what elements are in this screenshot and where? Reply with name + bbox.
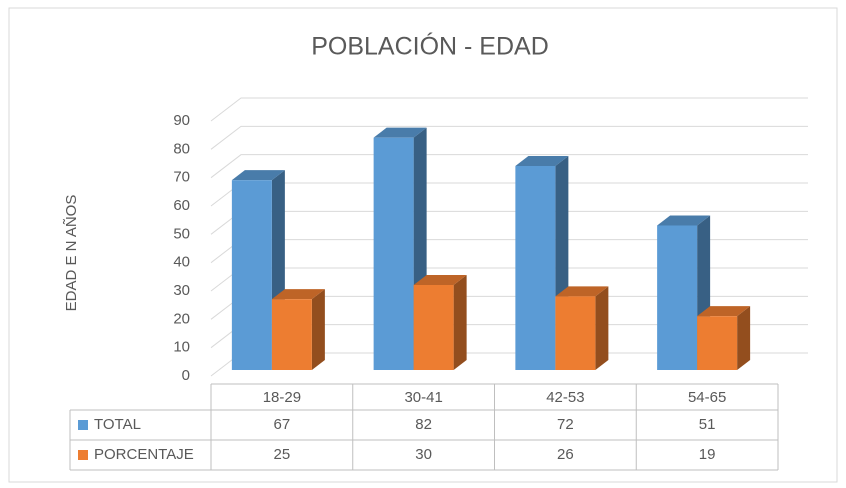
x-tick-label: 30-41 xyxy=(404,389,442,406)
y-tick-label: 20 xyxy=(173,310,190,327)
table-value: 19 xyxy=(699,446,716,463)
y-tick-label: 40 xyxy=(173,254,190,271)
x-tick-label: 42-53 xyxy=(546,389,584,406)
bar xyxy=(697,306,751,370)
table-value: 72 xyxy=(557,416,574,433)
table-value: 51 xyxy=(699,416,716,433)
bar-top xyxy=(515,156,569,166)
table-value: 25 xyxy=(274,446,291,463)
table-value: 82 xyxy=(415,416,432,433)
bar-front xyxy=(413,285,454,370)
table-value: 67 xyxy=(274,416,291,433)
bar-side xyxy=(737,306,751,370)
bar-top xyxy=(373,127,427,138)
y-tick-label: 80 xyxy=(173,140,190,157)
y-tick-label: 10 xyxy=(173,339,190,356)
bar-top xyxy=(697,306,751,317)
bar xyxy=(413,275,467,370)
bar-side xyxy=(311,289,325,370)
bar-top xyxy=(413,275,467,285)
bar-front xyxy=(657,225,698,370)
y-tick-label: 0 xyxy=(182,367,190,384)
bar xyxy=(271,289,325,370)
bar-front xyxy=(373,137,414,370)
bar-side xyxy=(453,275,467,370)
grid-line xyxy=(210,154,808,179)
y-axis-label: EDAD E N AÑOS xyxy=(63,195,80,312)
y-tick-label: 50 xyxy=(173,225,190,242)
bar-front xyxy=(515,166,556,370)
table-value: 30 xyxy=(415,446,432,463)
legend-key xyxy=(78,420,88,430)
bar-front xyxy=(697,316,738,370)
x-tick-label: 54-65 xyxy=(688,389,726,406)
y-tick-label: 70 xyxy=(173,169,190,186)
x-tick-label: 18-29 xyxy=(263,389,301,406)
bar-front xyxy=(231,180,272,370)
bar xyxy=(555,286,609,370)
y-tick-label: 30 xyxy=(173,282,190,299)
legend-label: PORCENTAJE xyxy=(94,446,194,463)
bar xyxy=(515,156,569,370)
bar-top xyxy=(657,215,711,226)
y-tick-label: 60 xyxy=(173,197,190,214)
y-tick-label: 90 xyxy=(173,112,190,129)
bar-front xyxy=(271,299,312,370)
bar-side xyxy=(595,286,609,370)
legend-key xyxy=(78,450,88,460)
grid-line xyxy=(210,97,808,122)
bar-top xyxy=(555,286,609,297)
bar-top xyxy=(271,289,325,300)
chart-title: POBLACIÓN - EDAD xyxy=(311,32,549,61)
legend-label: TOTAL xyxy=(94,416,141,433)
table-value: 26 xyxy=(557,446,574,463)
bar-front xyxy=(555,296,596,370)
grid-line xyxy=(210,125,808,150)
bar-top xyxy=(231,170,285,181)
